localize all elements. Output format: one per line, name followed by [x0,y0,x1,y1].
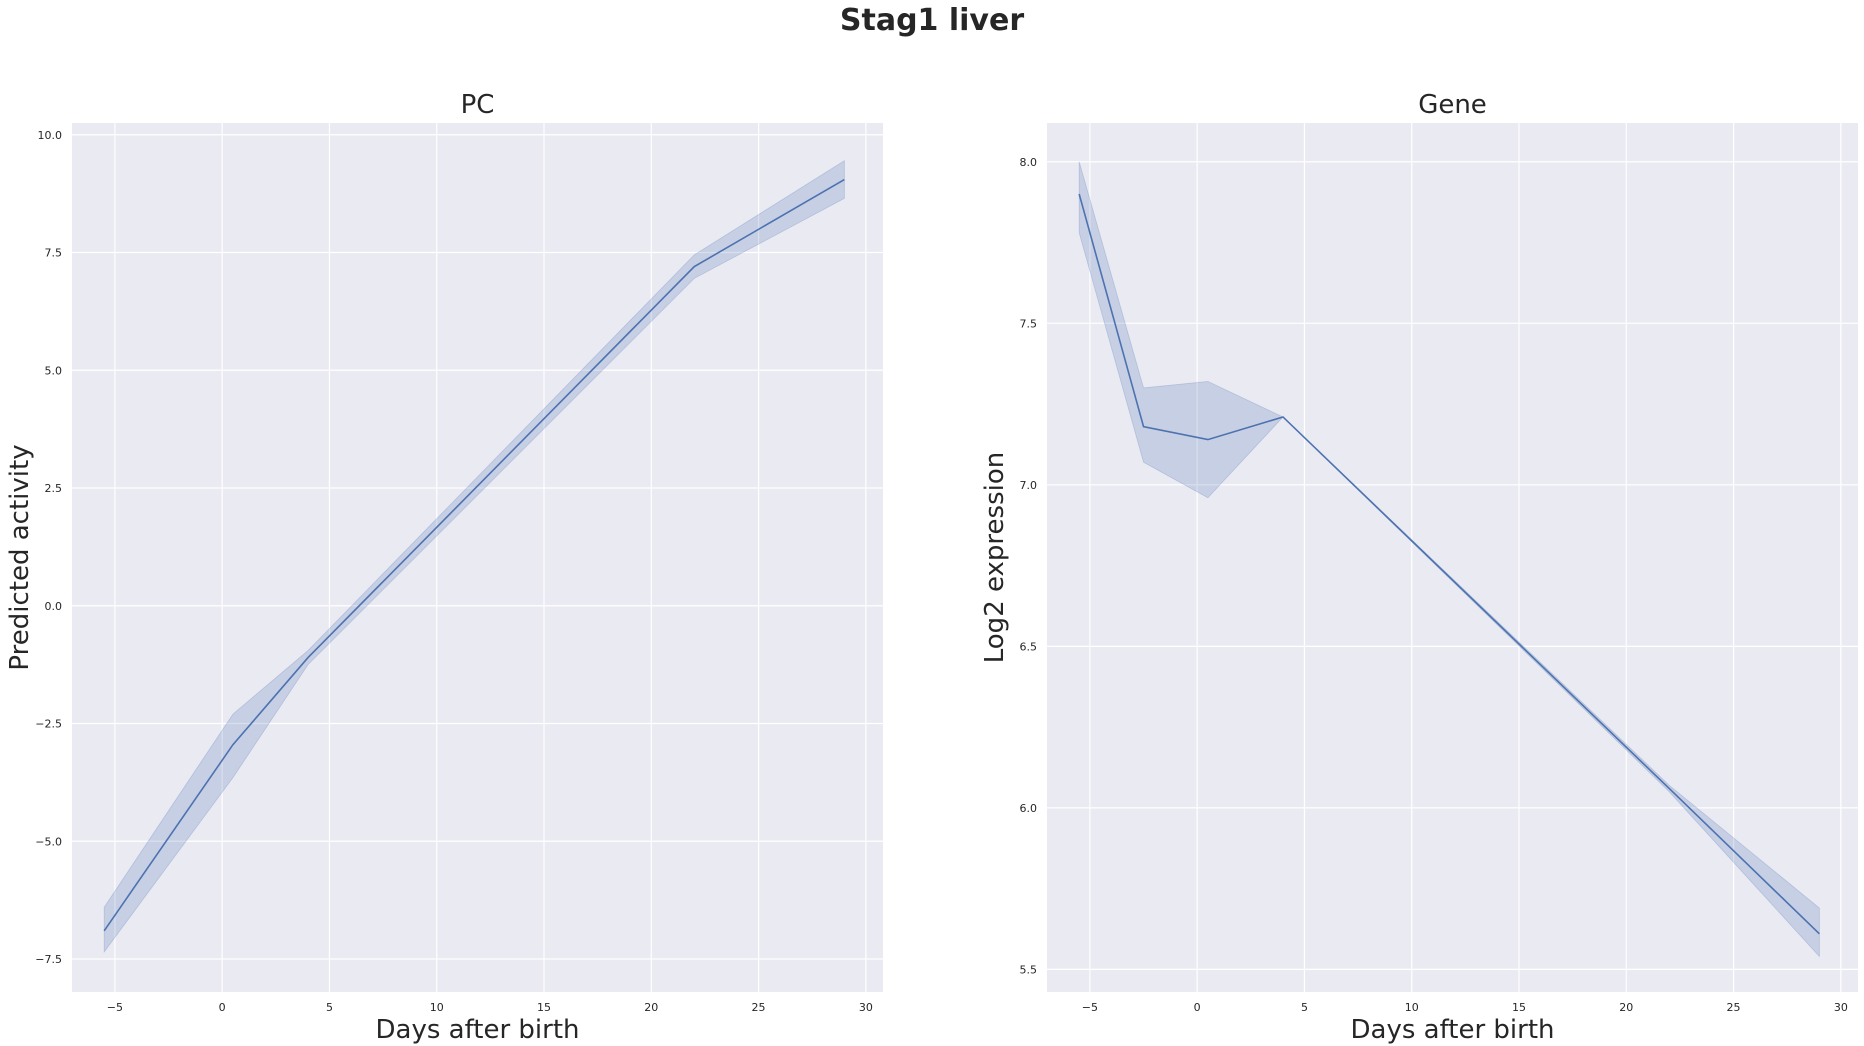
gene-series-line [1078,193,1820,935]
pc-x-tick-label: 30 [859,1001,873,1014]
pc-y-tick-label: 7.5 [45,247,63,260]
pc-x-tick-label: −5 [107,1001,123,1014]
pc-x-tick-label: 25 [752,1001,766,1014]
gene-y-tick-label: 7.5 [1020,317,1038,330]
gene-confidence-band [1078,161,1820,958]
gene-x-tick-label: 25 [1727,1001,1741,1014]
pc-x-tick-label: 5 [326,1001,333,1014]
pc-x-tick-label: 0 [219,1001,226,1014]
pc-x-tick-label: 20 [644,1001,658,1014]
gene-x-tick-label: −5 [1082,1001,1098,1014]
pc-y-tick-label: −7.5 [35,953,62,966]
gene-plot-area [1047,123,1858,992]
pc-y-tick-label: −2.5 [35,718,62,731]
gene-x-tick-label: 5 [1301,1001,1308,1014]
gene-y-tick-label: 8.0 [1020,156,1038,169]
gene-x-tick-label: 20 [1619,1001,1633,1014]
figure-title: Stag1 liver [840,3,1024,38]
gene-x-axis-label: Days after birth [1350,1015,1554,1045]
pc-y-tick-label: −5.0 [35,835,62,848]
gene-y-tick-label: 6.5 [1020,640,1038,653]
pc-x-tick-label: 10 [430,1001,444,1014]
pc-y-tick-label: 10.0 [38,129,63,142]
gene-y-tick-label: 7.0 [1020,479,1038,492]
gene-x-tick-label: 15 [1512,1001,1526,1014]
pc-x-tick-label: 15 [537,1001,551,1014]
pc-y-tick-label: 5.0 [45,364,63,377]
pc-y-tick-label: 0.0 [45,600,63,613]
subplot-pc: −5 0 5 10 15 20 25 30 −7.5 −5.0 −2.5 0.0 2.5 5.0 7.5 10… [5,90,883,1045]
gene-x-tick-label: 30 [1834,1001,1848,1014]
subplot-gene: −5 0 5 10 15 20 25 30 5.5 6.0 6.5 7.0 7.5 8.0 Gene Days… [980,90,1858,1045]
gene-y-tick-label: 6.0 [1020,802,1038,815]
pc-y-tick-label: 2.5 [45,482,63,495]
pc-subplot-title: PC [461,90,495,120]
pc-confidence-band [103,159,845,954]
pc-x-axis-label: Days after birth [375,1015,579,1045]
gene-y-axis-label: Log2 expression [980,452,1010,664]
gene-y-tick-label: 5.5 [1020,963,1038,976]
gene-subplot-title: Gene [1418,90,1487,120]
gene-x-tick-label: 10 [1405,1001,1419,1014]
pc-y-axis-label: Predicted activity [5,444,35,670]
gene-x-tick-label: 0 [1194,1001,1201,1014]
pc-plot-area [72,123,883,992]
